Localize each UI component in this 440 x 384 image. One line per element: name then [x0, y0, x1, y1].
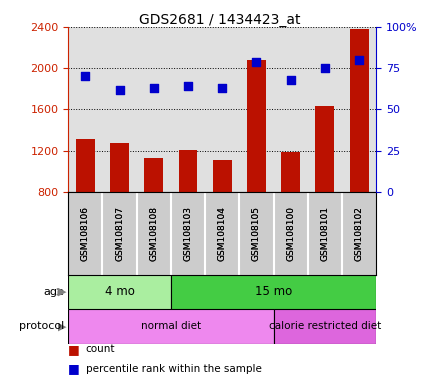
Text: count: count [86, 344, 115, 354]
Bar [110, 144, 129, 192]
Bar [68, 275, 171, 309]
Text: ▶: ▶ [58, 287, 66, 297]
Text: GSM108105: GSM108105 [252, 206, 261, 261]
Point [219, 85, 226, 91]
Text: GSM108104: GSM108104 [218, 206, 227, 261]
Bar [68, 309, 274, 344]
Text: GSM108103: GSM108103 [183, 206, 192, 261]
Text: GSM108100: GSM108100 [286, 206, 295, 261]
Point [150, 85, 157, 91]
Bar [144, 158, 163, 192]
Bar [171, 275, 376, 309]
Point [116, 86, 123, 93]
Text: GSM108102: GSM108102 [355, 206, 363, 261]
Bar [315, 106, 334, 192]
Text: GSM108100: GSM108100 [286, 206, 295, 261]
Text: calorie restricted diet: calorie restricted diet [269, 321, 381, 331]
Text: percentile rank within the sample: percentile rank within the sample [86, 364, 262, 374]
Bar [274, 309, 376, 344]
Bar [213, 160, 231, 192]
Text: GSM108108: GSM108108 [149, 206, 158, 261]
Text: GSM108107: GSM108107 [115, 206, 124, 261]
Text: GSM108106: GSM108106 [81, 206, 90, 261]
Bar [281, 152, 300, 192]
Text: GSM108106: GSM108106 [81, 206, 90, 261]
Text: normal diet: normal diet [141, 321, 201, 331]
Bar [247, 60, 266, 192]
Point [321, 65, 328, 71]
Text: GSM108102: GSM108102 [355, 206, 363, 261]
Text: ▶: ▶ [58, 321, 66, 331]
Point [82, 73, 89, 79]
Text: age: age [43, 287, 64, 297]
Bar [76, 139, 95, 192]
Text: GDS2681 / 1434423_at: GDS2681 / 1434423_at [139, 13, 301, 27]
Text: ■: ■ [68, 343, 80, 356]
Text: GSM108107: GSM108107 [115, 206, 124, 261]
Text: GSM108108: GSM108108 [149, 206, 158, 261]
Text: 15 mo: 15 mo [255, 285, 292, 298]
Point [356, 57, 363, 63]
Text: GSM108101: GSM108101 [320, 206, 330, 261]
Point [184, 83, 191, 89]
Point [287, 77, 294, 83]
Text: 4 mo: 4 mo [105, 285, 135, 298]
Text: ■: ■ [68, 362, 80, 375]
Bar [179, 150, 198, 192]
Text: protocol: protocol [18, 321, 64, 331]
Text: GSM108101: GSM108101 [320, 206, 330, 261]
Point [253, 58, 260, 65]
Bar [350, 29, 369, 192]
Text: GSM108105: GSM108105 [252, 206, 261, 261]
Text: GSM108104: GSM108104 [218, 206, 227, 261]
Text: GSM108103: GSM108103 [183, 206, 192, 261]
